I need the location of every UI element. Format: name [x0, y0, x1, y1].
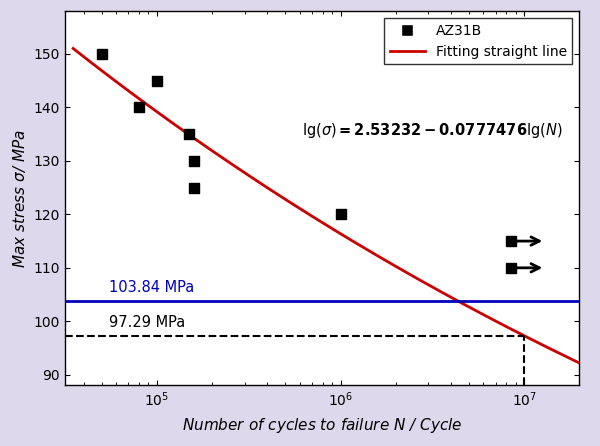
AZ31B	[336, 211, 346, 218]
Text: lg$(\sigma)$$\mathbf{=2.53232-0.0777476}$lg$(N)$: lg$(\sigma)$$\mathbf{=2.53232-0.0777476}…	[302, 121, 562, 140]
Fitting straight line	[485, 314, 492, 320]
AZ31B	[152, 77, 161, 84]
Fitting straight line	[576, 360, 583, 366]
Text: 97.29 MPa: 97.29 MPa	[109, 315, 185, 330]
Fitting straight line	[344, 235, 351, 240]
Y-axis label: Max stress $\sigma$/ MPa: Max stress $\sigma$/ MPa	[11, 129, 28, 268]
Fitting straight line	[564, 355, 571, 360]
AZ31B	[97, 50, 106, 58]
Text: 103.84 MPa: 103.84 MPa	[109, 281, 194, 295]
Fitting straight line	[313, 216, 320, 222]
AZ31B	[134, 104, 144, 111]
Fitting straight line	[310, 215, 317, 220]
X-axis label: Number of cycles to failure $N$ / Cycle: Number of cycles to failure $N$ / Cycle	[182, 416, 463, 435]
AZ31B	[184, 131, 194, 138]
AZ31B	[190, 184, 199, 191]
Fitting straight line	[70, 46, 77, 51]
AZ31B	[190, 157, 199, 165]
Line: Fitting straight line: Fitting straight line	[73, 49, 580, 363]
Fitting straight line	[371, 252, 378, 257]
Legend: AZ31B, Fitting straight line: AZ31B, Fitting straight line	[385, 18, 572, 64]
